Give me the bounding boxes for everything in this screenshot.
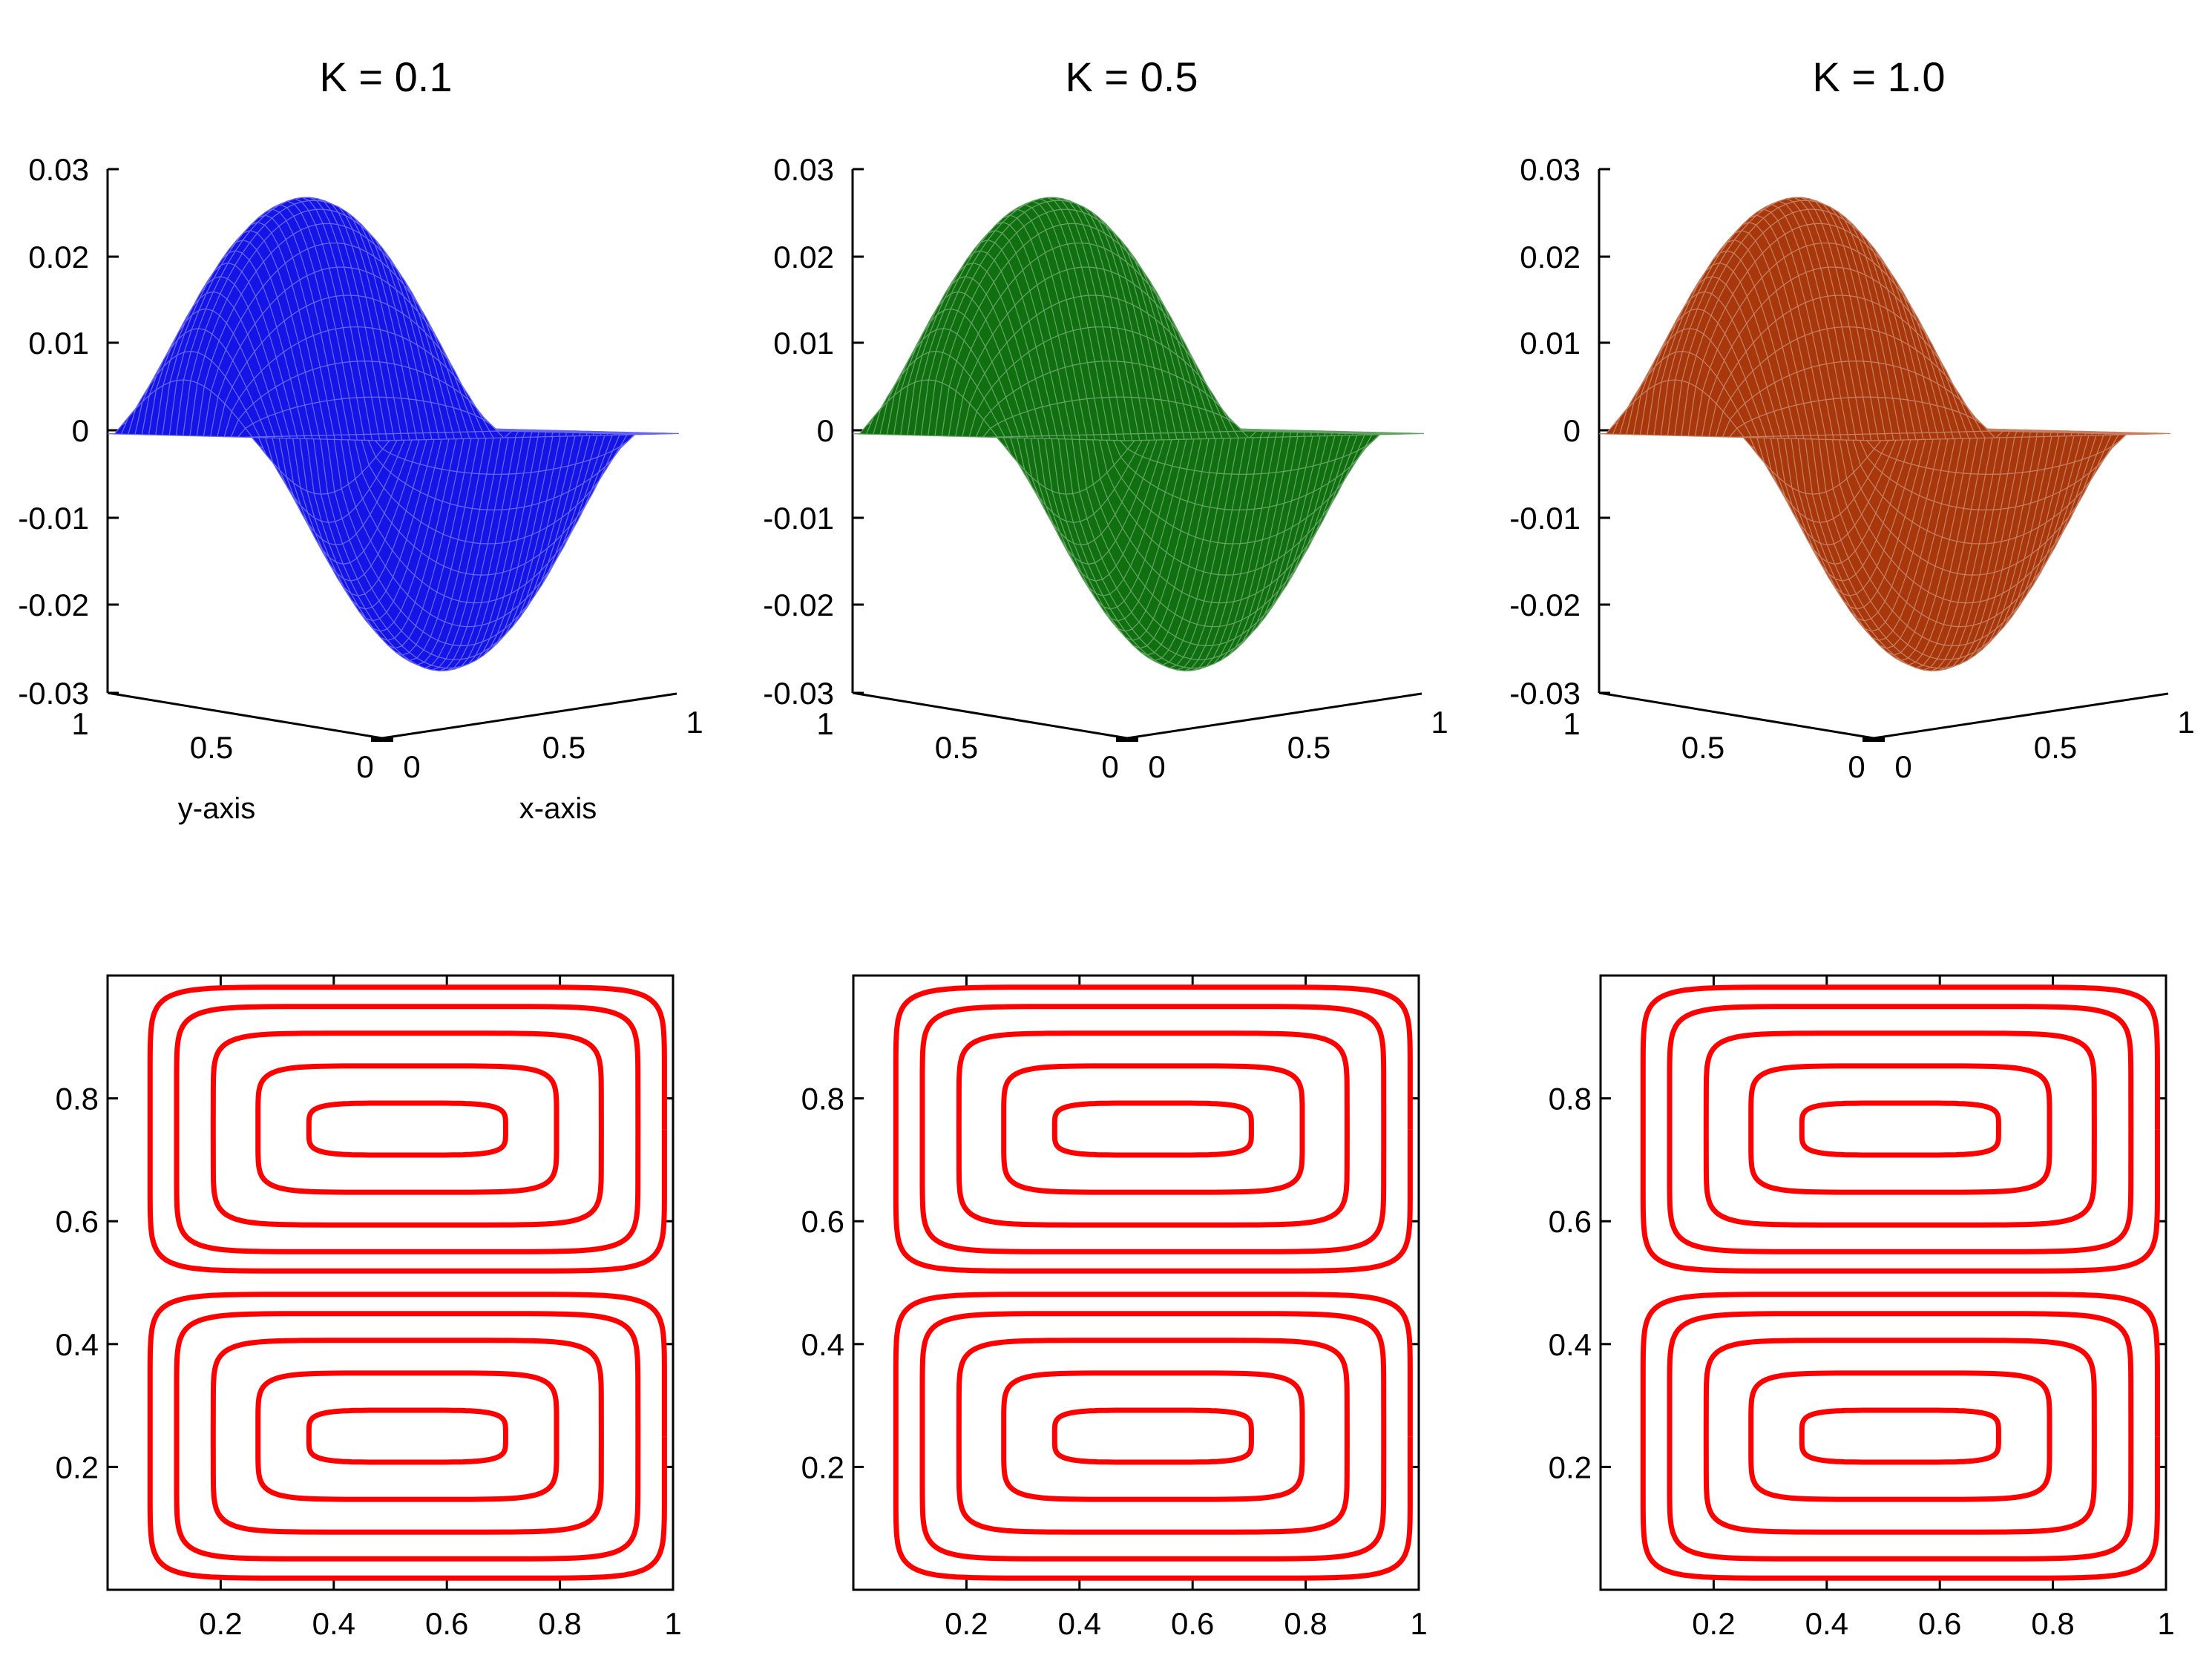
x-tick-label: 0.4 [1805,1606,1848,1641]
surface-mesh [1598,197,2171,671]
z-tick-label: 0.02 [28,240,89,274]
y-axis-line [1598,691,1874,740]
y-tick-label: 0.4 [801,1327,844,1362]
z-tick-label: 0.01 [28,326,89,361]
x-tick-label: 0.4 [312,1606,355,1641]
x-tick-label: 0.5 [2034,730,2077,765]
surface-panel-1: K = 0.10.030.020.010-0.01-0.02-0.0310.50… [18,53,703,825]
y-tick-label: 0 [1848,749,1865,784]
z-tick-label: 0.03 [773,152,834,187]
y-tick-label: 0.2 [801,1450,844,1484]
contour-panel-1: 0.2 0.4 0.6 0.8 1 0.2 0.4 0.6 0.8 [56,974,682,1641]
x-tick-label: 0.6 [425,1606,468,1641]
panel-title: K = 0.1 [319,53,452,100]
y-tick-label: 0.2 [56,1450,99,1484]
x-tick-label: 0 [403,749,420,784]
x-tick-label: 0.6 [1171,1606,1214,1641]
x-axis-label: x-axis [519,792,597,825]
contour-panel-3: 0.2 0.4 0.6 0.8 1 0.2 0.4 0.6 0.8 [1549,974,2175,1641]
x-tick-label: 1 [664,1606,681,1641]
z-tick-label: -0.01 [763,501,834,536]
panel-title: K = 1.0 [1812,53,1945,100]
x-tick-label: 1 [686,705,703,740]
x-axis-line [1873,692,2169,740]
x-axis-line [381,692,677,740]
y-tick-label: 0.4 [56,1327,99,1362]
y-tick-label: 0.2 [1549,1450,1592,1484]
x-tick-label: 0.5 [1287,730,1330,765]
surface-panel-2: K = 0.50.030.020.010-0.01-0.02-0.0310.50… [763,53,1448,784]
z-tick-label: 0 [817,413,834,448]
z-tick-label: -0.03 [763,676,834,711]
x-tick-label: 1 [2157,1606,2174,1641]
x-tick-label: 0.2 [199,1606,242,1641]
z-tick-label: -0.01 [18,501,89,536]
z-tick-label: -0.03 [1509,676,1581,711]
z-tick-label: -0.02 [763,588,834,622]
x-tick-label: 0.6 [1918,1606,1961,1641]
x-tick-label: 0.2 [1692,1606,1735,1641]
x-tick-label: 0.5 [542,730,585,765]
z-tick-label: 0.02 [1520,240,1581,274]
y-tick-label: 0.6 [56,1204,99,1239]
y-tick-label: 0.6 [801,1204,844,1239]
y-axis-line [852,691,1128,740]
y-tick-label: 0.6 [1549,1204,1592,1239]
x-tick-label: 0 [1894,749,1911,784]
x-tick-label: 1 [1410,1606,1427,1641]
y-tick-label: 0.5 [1681,730,1724,765]
x-tick-label: 0.4 [1058,1606,1101,1641]
y-tick-label: 1 [71,706,88,741]
surface-mesh [852,197,1425,671]
y-tick-label: 0 [356,749,373,784]
y-tick-label: 0.8 [801,1082,844,1116]
y-tick-label: 1 [1563,706,1580,741]
x-tick-label: 0.8 [2031,1606,2074,1641]
y-tick-label: 1 [816,706,833,741]
panel-title: K = 0.5 [1065,53,1198,100]
x-tick-label: 0.8 [538,1606,581,1641]
z-tick-label: -0.03 [18,676,89,711]
contour-panel-2: 0.2 0.4 0.6 0.8 1 0.2 0.4 0.6 0.8 [801,974,1428,1641]
z-tick-label: -0.02 [18,588,89,622]
z-tick-label: 0 [72,413,89,448]
x-tick-label: 1 [2177,705,2194,740]
x-tick-label: 0.2 [945,1606,988,1641]
z-tick-label: -0.01 [1509,501,1581,536]
z-tick-label: 0.02 [773,240,834,274]
z-tick-label: 0.03 [1520,152,1581,187]
x-tick-label: 0.8 [1284,1606,1327,1641]
z-tick-label: 0.03 [28,152,89,187]
z-tick-label: 0.01 [1520,326,1581,361]
y-tick-label: 0.8 [1549,1082,1592,1116]
surface-mesh [107,197,680,671]
y-axis-label: y-axis [178,792,255,825]
x-axis-line [1126,692,1422,740]
x-tick-label: 1 [1431,705,1448,740]
z-tick-label: 0 [1563,413,1581,448]
y-tick-label: 0 [1101,749,1118,784]
z-tick-label: -0.02 [1509,588,1581,622]
y-axis-line [107,691,383,740]
x-tick-label: 0 [1148,749,1165,784]
surface-panel-3: K = 1.00.030.020.010-0.01-0.02-0.0310.50… [1509,53,2194,784]
y-tick-label: 0.8 [56,1082,99,1116]
y-tick-label: 0.5 [935,730,978,765]
y-tick-label: 0.5 [190,730,233,765]
y-tick-label: 0.4 [1549,1327,1592,1362]
z-tick-label: 0.01 [773,326,834,361]
